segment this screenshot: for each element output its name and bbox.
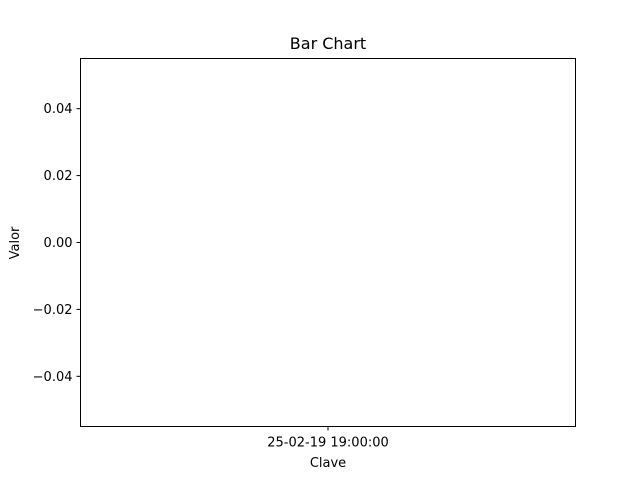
y-tick-label: 0.04 xyxy=(44,102,73,117)
y-tick-label: 0.02 xyxy=(44,169,73,184)
x-axis: 25-02-19 19:00:00 xyxy=(267,426,389,451)
y-axis-label: Valor xyxy=(8,226,23,259)
y-tick-label: 0.00 xyxy=(44,236,73,251)
y-tick-label: −0.04 xyxy=(33,370,73,385)
x-axis-label: Clave xyxy=(310,456,346,471)
y-axis: −0.04 −0.02 0.00 0.02 0.04 xyxy=(33,102,81,385)
y-tick-label: −0.02 xyxy=(33,303,73,318)
x-tick-label: 25-02-19 19:00:00 xyxy=(267,436,389,451)
chart-title: Bar Chart xyxy=(290,34,366,53)
axes-frame xyxy=(80,58,576,427)
